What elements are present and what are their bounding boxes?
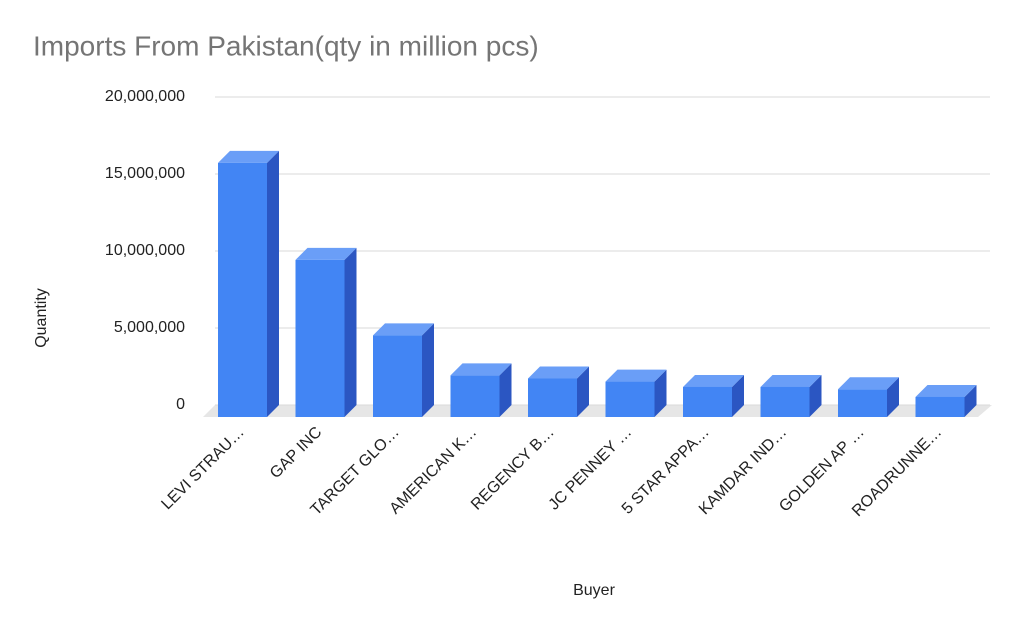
bar-side (732, 374, 744, 417)
bar-front (605, 381, 655, 417)
bar-side (809, 374, 822, 417)
bar-front (218, 162, 267, 417)
bar-front (528, 378, 577, 417)
bar (528, 366, 589, 417)
bar-side (344, 247, 357, 417)
bar-top (218, 150, 279, 163)
y-tick-label: 10,000,000 (105, 242, 185, 259)
bar-top (450, 363, 512, 376)
bar-top (838, 377, 899, 390)
bar-front (760, 386, 810, 417)
bar-top (915, 384, 977, 397)
y-tick-label: 0 (176, 396, 185, 413)
bar-side (577, 366, 589, 417)
chart-title: Imports From Pakistan(qty in million pcs… (33, 30, 539, 61)
bar (760, 374, 822, 417)
bar-front (838, 389, 887, 417)
bar (373, 323, 434, 417)
bar-side (654, 369, 667, 417)
x-axis-title: Buyer (573, 582, 615, 599)
y-axis-title: Quantity (33, 288, 50, 348)
bar-side (422, 323, 434, 417)
bar-top (760, 374, 822, 387)
bar (605, 369, 667, 417)
bar (218, 150, 279, 417)
bar-front (683, 386, 732, 417)
bar (450, 363, 512, 417)
bar-top (528, 366, 589, 379)
bar-front (373, 335, 422, 417)
y-tick-label: 15,000,000 (105, 165, 185, 182)
bar-side (964, 384, 977, 417)
bar-front (295, 259, 345, 417)
bar-front (450, 375, 500, 417)
bar (838, 377, 899, 417)
y-tick-label: 5,000,000 (114, 319, 185, 336)
bar-top (683, 374, 744, 387)
bar-top (295, 247, 357, 260)
y-tick-label: 20,000,000 (105, 88, 185, 105)
bar-front (915, 396, 965, 417)
bar (915, 384, 977, 417)
bar-top (373, 323, 434, 336)
bar (683, 374, 744, 417)
bar-side (499, 363, 512, 417)
bar-side (887, 377, 899, 417)
bar (295, 247, 357, 417)
bar-top (605, 369, 667, 382)
bar-side (267, 150, 279, 417)
